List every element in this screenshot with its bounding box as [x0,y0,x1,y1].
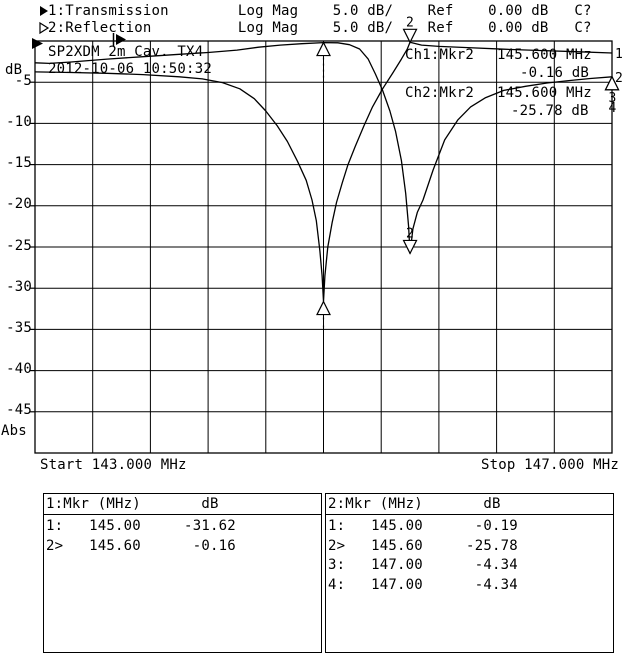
x-axis-stop-label: Stop 147.000 MHz [481,457,620,473]
plot-title: SP2XDM 2m Cav. TX4 [48,44,204,60]
channel1-active-arrow-icon [40,6,48,16]
marker-table-ch2-rows: 1: 145.00 -0.19 2> 145.60 -25.78 3: 147.… [328,518,518,593]
measurement-plot: 2 2 34 1 2 [29,6,623,454]
marker-table-ch1-header: 1:Mkr (MHz) dB [44,494,321,515]
marker-table-ch1: 1:Mkr (MHz) dB 1: 145.00 -31.62 2> 145.6… [43,493,322,653]
plot-timestamp: 2012-10-06 10:50:32 [48,61,212,77]
y-axis-tick-label: -10 [6,113,32,130]
trace-transmission [34,41,613,303]
ch2-marker-readout-freq: 145.600 MHz [497,85,592,101]
y-axis-tick-label: -30 [6,278,32,295]
y-axis-tick-label: -35 [6,319,32,336]
channel2-header: 2:Reflection Log Mag 5.0 dB/ Ref 0.00 dB… [48,20,592,36]
reference-level-arrow-icon [32,38,43,49]
marker-table-ch2: 2:Mkr (MHz) dB 1: 145.00 -0.19 2> 145.60… [325,493,614,653]
x-axis-start-label: Start 143.000 MHz [40,457,187,473]
ch2-marker-readout-value: -25.78 dB [511,103,589,119]
trace-end-label-2: 2 [615,71,623,86]
marker-table-ch2-header: 2:Mkr (MHz) dB [326,494,613,515]
reflection-marker-2-label: 2 [406,226,414,241]
plot-border [34,40,613,454]
reflection-marker-2-icon [402,239,418,255]
marker-4-label: 4 [609,101,617,116]
y-axis-tick-label: -5 [14,72,32,89]
marker-4-icon [604,75,620,91]
y-axis-tick-label: -15 [6,155,32,172]
ch2-marker-readout-label: Ch2:Mkr2 [405,85,475,101]
transmission-marker-2-icon [402,28,418,44]
marker-table-ch1-rows: 1: 145.00 -31.62 2> 145.60 -0.16 [46,518,236,554]
transmission-marker-1-icon [316,300,331,316]
channel1-header: 1:Transmission Log Mag 5.0 dB/ Ref 0.00 … [48,3,592,19]
y-axis-tick-label: -20 [6,196,32,213]
reflection-marker-1-icon [316,41,331,57]
y-axis-unit-label: dB [5,62,23,78]
ch1-marker-readout-value: -0.16 dB [520,65,590,81]
transmission-marker-2-label: 2 [406,15,414,30]
channel2-inactive-arrow-icon [39,21,50,35]
y-axis-tick-label: -45 [6,402,32,419]
y-axis-tick-label: -40 [6,361,32,378]
ch1-marker-readout-label: Ch1:Mkr2 [405,47,475,63]
marker-3-label: 3 [609,91,617,106]
trace-end-label-1: 1 [615,47,623,62]
y-axis-mode-label: Abs [1,423,27,439]
sweep-position-arrow-icon [116,34,126,45]
y-axis-tick-label: -25 [6,237,32,254]
ch1-marker-readout-freq: 145.600 MHz [497,47,592,63]
trace-reflection [34,41,613,255]
